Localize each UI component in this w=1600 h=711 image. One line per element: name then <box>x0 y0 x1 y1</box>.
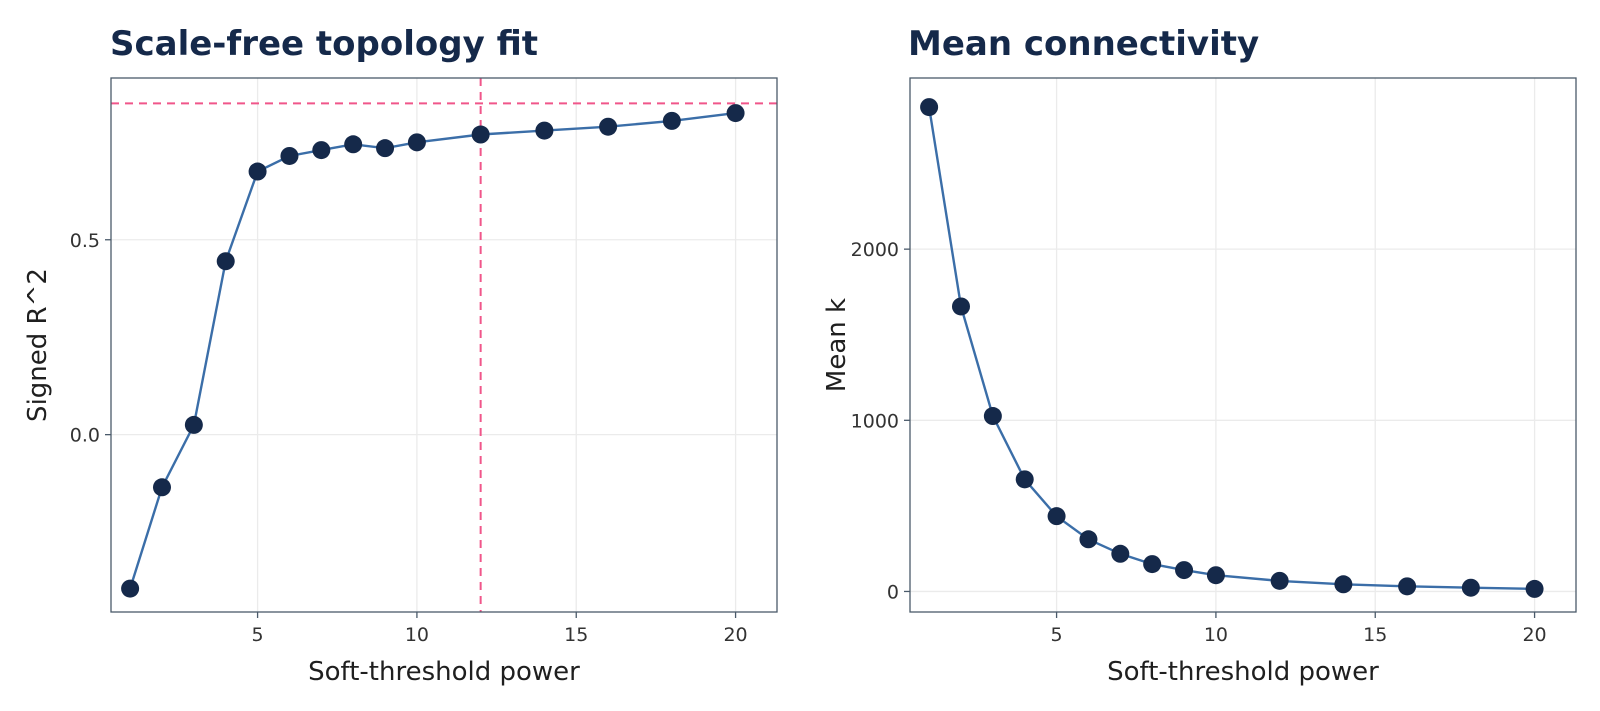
connectivity-data-point <box>920 98 939 117</box>
connectivity-data-point <box>983 407 1002 426</box>
r2-x-tick-label: 5 <box>252 624 264 646</box>
r2-data-point <box>184 415 203 434</box>
r2-data-point <box>726 104 745 123</box>
r2-data-point <box>471 125 490 144</box>
connectivity-plot-frame <box>909 77 1577 613</box>
connectivity-y-tick-label: 2000 <box>851 239 899 261</box>
connectivity-x-tick-label: 10 <box>1204 624 1228 646</box>
connectivity-x-tick-label: 5 <box>1051 624 1063 646</box>
r2-y-tick-label: 0.0 <box>70 425 100 447</box>
r2-data-point <box>599 117 618 136</box>
connectivity-data-point <box>1461 578 1480 597</box>
r2-panel: Scale-free topology fit 5 10 15 20 0.0 0.5 So… <box>23 24 778 687</box>
r2-y-tick-label: 0.5 <box>70 230 100 252</box>
connectivity-data-point <box>1398 577 1417 596</box>
connectivity-x-tick-label: 15 <box>1363 624 1387 646</box>
connectivity-data-point <box>1175 561 1194 580</box>
connectivity-data-point <box>1334 575 1353 594</box>
connectivity-y-tick-label: 0 <box>887 581 899 603</box>
r2-panel-title: Scale-free topology fit <box>110 24 538 64</box>
r2-data-point <box>216 252 235 271</box>
r2-data-point <box>376 139 395 158</box>
connectivity-data-point <box>1111 544 1130 563</box>
connectivity-data-point <box>1015 470 1034 489</box>
connectivity-y-tick-label: 1000 <box>851 410 899 432</box>
r2-data-point <box>248 162 267 181</box>
connectivity-data-point <box>1525 579 1544 598</box>
connectivity-data-point <box>1047 507 1066 526</box>
connectivity-y-axis-label: Mean k <box>822 298 852 392</box>
r2-series-line <box>128 111 736 589</box>
connectivity-series-line <box>927 106 1535 591</box>
r2-x-tick-label: 20 <box>723 624 747 646</box>
r2-data-point <box>407 133 426 152</box>
r2-y-axis-label: Signed R^2 <box>23 268 53 422</box>
r2-x-tick-label: 10 <box>405 624 429 646</box>
r2-data-point <box>535 121 554 140</box>
r2-x-tick-label: 15 <box>564 624 588 646</box>
r2-data-point <box>152 478 171 497</box>
connectivity-x-tick-label: 20 <box>1522 624 1546 646</box>
connectivity-data-point <box>1270 571 1289 590</box>
connectivity-data-point <box>951 297 970 316</box>
r2-data-point <box>280 146 299 165</box>
r2-data-point <box>662 111 681 130</box>
r2-x-axis-label: Soft-threshold power <box>308 657 580 687</box>
r2-data-point <box>344 135 363 154</box>
r2-plot-frame <box>110 77 778 613</box>
connectivity-data-point <box>1143 555 1162 574</box>
connectivity-panel: Mean connectivity 5 10 15 20 0 1000 2000 Soft-… <box>822 24 1577 687</box>
connectivity-panel-title: Mean connectivity <box>908 24 1259 64</box>
connectivity-data-point <box>1206 566 1225 585</box>
r2-data-point <box>312 141 331 160</box>
connectivity-data-point <box>1079 530 1098 549</box>
connectivity-x-axis-label: Soft-threshold power <box>1107 657 1379 687</box>
r2-data-point <box>121 579 140 598</box>
